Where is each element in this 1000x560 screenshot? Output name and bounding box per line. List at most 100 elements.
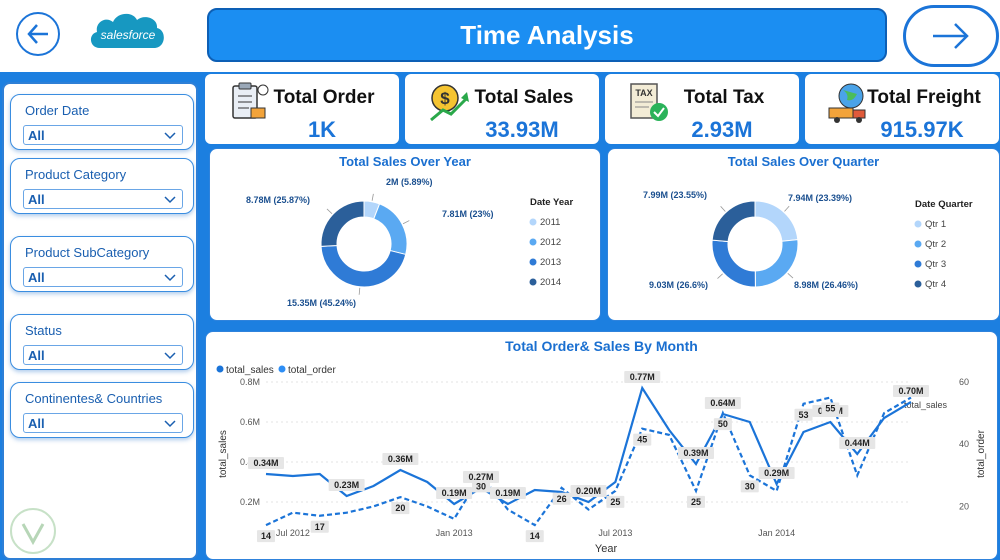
filter-sidebar: Order Date All Product Category All Prod… [2,82,198,560]
legend-marker [914,260,922,268]
filter-value: All [28,192,45,207]
legend-title: Date Year [530,197,573,208]
filter-label: Continentes& Countries [25,391,163,406]
tax-document-icon: TAX [630,83,668,121]
filter-continents-countries[interactable]: Continentes& Countries All [10,382,194,438]
donut-slice [373,203,408,256]
arrow-right-icon [933,23,969,49]
order-data-label-bg [257,530,275,543]
legend-marker [914,220,922,228]
slice-label: 8.98M (26.46%) [794,280,858,290]
page-title: Time Analysis [207,8,887,62]
filter-value: All [28,270,45,285]
chevron-down-icon [164,132,176,140]
order-data-label: 25 [691,497,701,507]
kpi-value: 2.93M [691,117,753,142]
sales-data-label: 0.23M [334,480,359,490]
order-data-label: 20 [395,503,405,513]
legend-item: Qtr 2 [925,239,946,250]
donut-slice [320,244,407,288]
order-data-label: 14 [530,531,540,541]
kpi-label: Total Tax [683,87,765,108]
sales-data-label: 0.27M [468,472,493,482]
leader-line [358,287,361,295]
filter-product-subcategory[interactable]: Product SubCategory All [10,236,194,292]
order-data-label-bg [713,418,732,431]
x-tick-label: Jan 2014 [758,528,795,538]
sales-data-label-bg [436,487,473,499]
filter-label: Product Category [25,167,127,182]
back-button[interactable] [16,12,60,56]
arrow-left-icon [27,24,48,44]
order-data-label-bg [552,492,571,505]
legend-item: total_sales [226,365,274,376]
order-data-label: 26 [557,494,567,504]
y-tick-label: 0.8M [240,377,260,387]
filter-product-category[interactable]: Product Category All [10,158,194,214]
filter-order-date[interactable]: Order Date All [10,94,194,150]
legend-item: 2011 [540,217,560,228]
filter-label: Product SubCategory [25,245,150,260]
status-dropdown[interactable]: All [23,345,183,365]
order-data-label: 45 [637,435,647,445]
product-category-dropdown[interactable]: All [23,189,183,209]
slice-label: 2M (5.89%) [386,177,433,187]
sales-data-label-bg [489,487,526,499]
order-data-label-bg [740,480,759,493]
legend-item: Qtr 4 [925,279,946,290]
dollar-growth-icon: $ [430,84,469,122]
chevron-down-icon [164,196,176,204]
total-order-line [265,396,912,527]
series-end-label: total_sales [904,400,948,410]
order-data-label-bg [310,520,329,533]
donut-slice [754,200,799,242]
orders-sales-line-chart: total_salestotal_order0.2M0.4M0.6M0.8M20… [216,365,987,555]
slice-label: 8.78M (25.87%) [246,195,310,205]
continents-countries-dropdown[interactable]: All [23,413,183,433]
order-date-dropdown[interactable]: All [23,125,183,145]
product-subcategory-dropdown[interactable]: All [23,267,183,287]
chevron-down-icon [164,352,176,360]
sales-data-label-bg [463,471,499,483]
legend-item: total_order [288,365,336,376]
x-tick-label: Jul 2013 [598,528,632,538]
leader-line [371,193,374,201]
legend-marker [216,365,224,373]
order-data-label: 50 [718,419,728,429]
leader-line [402,220,410,225]
leader-line [326,208,333,215]
order-data-label-bg [633,433,652,446]
kpi-value: 33.93M [485,117,559,142]
y-axis-label: total_sales [218,430,229,478]
leader-line [787,273,794,279]
slice-label: 7.81M (23%) [442,209,494,219]
legend-marker [529,218,537,226]
sales-data-label-bg [893,385,929,397]
kpi-total-order: Total Order 1K [205,74,399,144]
sales-data-label-bg [248,457,284,469]
sales-data-label: 0.64M [710,398,735,408]
sales-by-quarter-donut: 7.94M (23.39%) 8.98M (26.46%) 9.03M (26.6%… [643,190,973,290]
legend-marker [914,240,922,248]
y2-tick-label: 40 [959,439,969,449]
y2-tick-label: 20 [959,501,969,511]
y-tick-label: 0.6M [240,417,260,427]
slice-label: 7.94M (23.39%) [788,193,852,203]
filter-value: All [28,128,45,143]
x-tick-label: Jan 2013 [436,528,473,538]
svg-text:TAX: TAX [635,88,652,98]
chart-title: Total Order& Sales By Month [505,338,698,354]
chart-title: Total Sales Over Quarter [727,154,880,169]
filter-status[interactable]: Status All [10,314,194,370]
forward-button[interactable] [903,5,999,67]
top-bar: salesforce Time Analysis [0,0,1000,72]
chart-title: Total Sales Over Year [339,154,471,169]
donut-slice [711,200,756,243]
order-data-label-bg [525,530,544,543]
order-data-label-bg [687,495,705,508]
sales-data-label: 0.20M [576,486,601,496]
logo-text: salesforce [101,28,156,42]
filter-label: Order Date [25,103,90,118]
donut-slice [711,239,756,288]
